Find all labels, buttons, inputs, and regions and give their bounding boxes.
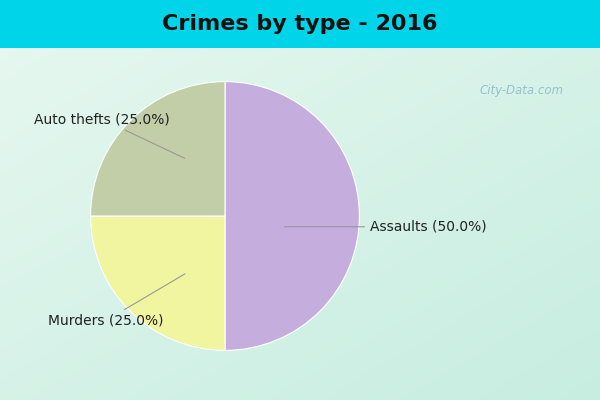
- Wedge shape: [225, 82, 359, 350]
- Text: Murders (25.0%): Murders (25.0%): [47, 274, 185, 328]
- Text: Assaults (50.0%): Assaults (50.0%): [284, 220, 487, 234]
- Wedge shape: [91, 216, 225, 350]
- Text: Crimes by type - 2016: Crimes by type - 2016: [162, 14, 438, 34]
- Wedge shape: [91, 82, 225, 216]
- Text: City-Data.com: City-Data.com: [480, 84, 564, 97]
- Text: Auto thefts (25.0%): Auto thefts (25.0%): [34, 112, 185, 158]
